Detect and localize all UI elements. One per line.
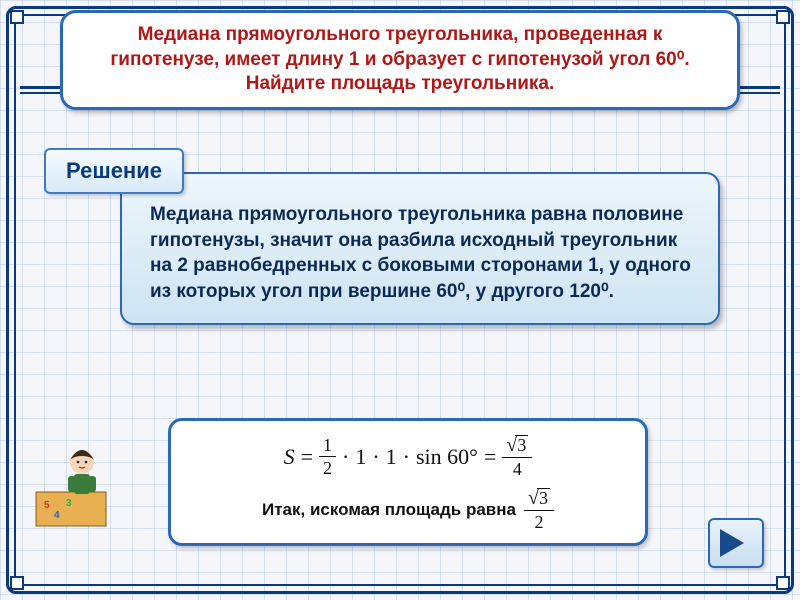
sqrt3-concl: √3	[528, 488, 550, 508]
corner-bl	[10, 576, 24, 590]
slide-root: Медиана прямоугольного треугольника, про…	[0, 0, 800, 600]
den-2: 2	[530, 511, 547, 531]
problem-title-box: Медиана прямоугольного треугольника, про…	[60, 10, 740, 110]
dot-3: ·	[403, 444, 410, 470]
sqrt3-concl-val: 3	[537, 488, 550, 507]
conclusion-line: Итак, искомая площадь равна √3 2	[195, 488, 621, 531]
formula-box: S = 1 2 · 1 · 1 · sin 60° = √3 4	[168, 418, 648, 546]
svg-text:3: 3	[66, 498, 72, 509]
solution-label: Решение	[44, 148, 184, 194]
corner-tl	[10, 10, 24, 24]
dot-1: ·	[342, 444, 349, 470]
dot-2: ·	[372, 444, 379, 470]
S-variable: S	[284, 444, 295, 470]
corner-br	[776, 576, 790, 590]
one-b: 1	[386, 444, 397, 470]
sqrt3-val: 3	[515, 435, 528, 454]
student-avatar: 5 4 3	[34, 434, 108, 534]
half-num: 1	[319, 436, 336, 457]
equals-2: =	[484, 444, 496, 470]
den-4: 4	[509, 458, 526, 478]
corner-tr	[776, 10, 790, 24]
sqrt3-over-4: √3 4	[502, 435, 532, 478]
svg-text:4: 4	[54, 510, 60, 521]
one-a: 1	[355, 444, 366, 470]
half-den: 2	[319, 457, 336, 477]
sqrt3-top: √3	[506, 435, 528, 455]
sin60: sin 60°	[416, 444, 478, 470]
conclusion-text: Итак, искомая площадь равна	[262, 500, 516, 520]
area-formula: S = 1 2 · 1 · 1 · sin 60° = √3 4	[195, 435, 621, 478]
one-half: 1 2	[319, 436, 336, 477]
solution-box: Медиана прямоугольного треугольника равн…	[120, 172, 720, 325]
svg-text:5: 5	[44, 500, 50, 511]
solution-text: Медиана прямоугольного треугольника равн…	[150, 202, 696, 305]
sqrt3-over-2: √3 2	[524, 488, 554, 531]
problem-title-text: Медиана прямоугольного треугольника, про…	[81, 23, 719, 97]
equals-1: =	[301, 444, 313, 470]
next-arrow-icon	[716, 525, 756, 561]
next-button[interactable]	[708, 518, 764, 568]
